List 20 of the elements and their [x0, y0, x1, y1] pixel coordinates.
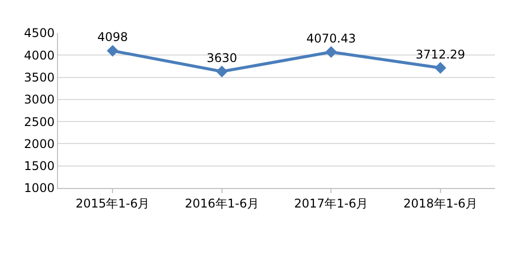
- x-tick-label: 2017年1-6月: [294, 196, 368, 210]
- data-label: 4098: [97, 30, 128, 44]
- y-tick-label: 2000: [24, 136, 55, 151]
- point: [106, 44, 118, 57]
- point: [325, 46, 337, 58]
- data-label: 3630: [206, 50, 238, 65]
- y-tick-label: 1500: [24, 159, 55, 174]
- y-tick-label: 1000: [24, 181, 55, 196]
- data-label: 3712.29: [416, 47, 466, 62]
- point: [434, 62, 446, 74]
- data-label: 4070.43: [306, 31, 356, 46]
- x-tick-label: 2018年1-6月: [403, 196, 478, 210]
- x-tick-label: 2016年1-6月: [184, 196, 259, 210]
- y-tick-label: 3500: [24, 70, 55, 84]
- y-tick-label: 3000: [24, 92, 55, 107]
- y-tick-label: 2500: [24, 114, 55, 129]
- point: [216, 66, 228, 78]
- x-tick-label: 2015年1-6月: [76, 196, 150, 210]
- y-tick-label: 4500: [24, 26, 55, 40]
- y-tick-label: 4000: [24, 48, 55, 62]
